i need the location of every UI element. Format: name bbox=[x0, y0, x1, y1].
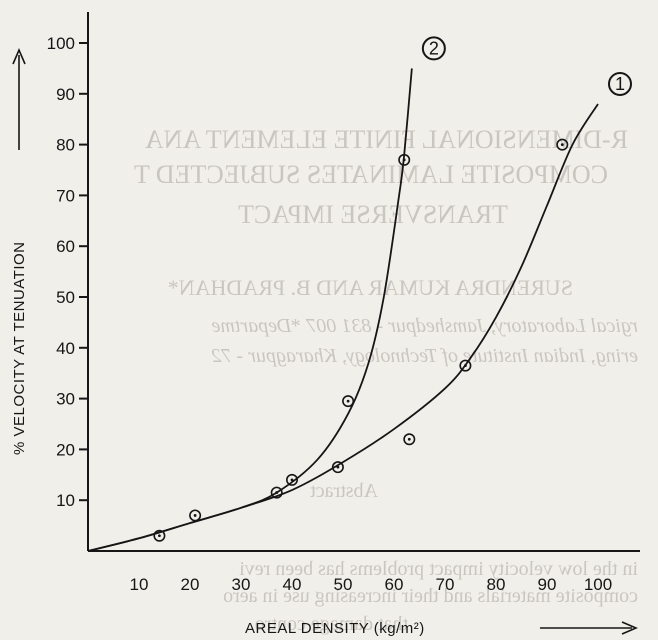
data-point bbox=[556, 138, 569, 151]
data-point bbox=[331, 461, 344, 474]
y-tick-label: 90 bbox=[56, 85, 75, 104]
bleed-line: Abstract bbox=[310, 480, 378, 502]
data-point-center bbox=[560, 143, 564, 147]
y-tick-label: 50 bbox=[56, 288, 75, 307]
bleed-line: that damage contro bbox=[255, 613, 408, 635]
y-tick-label: 40 bbox=[56, 339, 75, 358]
x-tick-label: 60 bbox=[385, 575, 404, 594]
data-point bbox=[342, 395, 355, 408]
data-point-center bbox=[407, 437, 411, 441]
axis-labels: % VELOCITY AT TENUATION AREAL DENSITY (kg… bbox=[11, 36, 639, 637]
y-tick-label: 20 bbox=[56, 440, 75, 459]
x-tick-label: 70 bbox=[436, 575, 455, 594]
bleed-line: in the low velocity impact problems has … bbox=[239, 558, 638, 580]
bleed-line: ering, Indian Institute of Technology, K… bbox=[212, 345, 638, 367]
bleed-line: composite materials and their increasing… bbox=[223, 585, 638, 607]
series-label-circle bbox=[421, 36, 446, 61]
data-points bbox=[153, 138, 569, 542]
data-point-center bbox=[464, 364, 467, 367]
data-point bbox=[270, 486, 283, 499]
x-tick-label: 40 bbox=[283, 575, 302, 594]
x-tick-label: 10 bbox=[130, 575, 149, 594]
y-tick-label: 80 bbox=[56, 136, 75, 155]
tick-labels: 10 20 30 40 50 60 70 80 90 100 10 20 30 40 50 60 70 80 90 1… bbox=[47, 34, 613, 594]
y-tick-label: 30 bbox=[56, 390, 75, 409]
data-point bbox=[459, 359, 472, 372]
x-tick-label: 20 bbox=[181, 575, 200, 594]
series-curve-2 bbox=[87, 68, 413, 552]
x-tick-label: 90 bbox=[538, 575, 557, 594]
x-tick-label: 80 bbox=[487, 575, 506, 594]
y-tick-label: 10 bbox=[56, 491, 75, 510]
y-tick-label: 60 bbox=[56, 237, 75, 256]
data-point-center bbox=[275, 491, 279, 494]
data-point bbox=[403, 433, 416, 446]
bleed-line: rgical Laboratory, Jamshedpur - 831 007 … bbox=[211, 315, 638, 337]
series-label: 1 bbox=[615, 74, 625, 94]
x-axis-label: AREAL DENSITY (kg/m²) bbox=[245, 620, 425, 637]
series-label-circle bbox=[608, 71, 632, 96]
data-point-center bbox=[336, 465, 340, 469]
y-tick-label: 70 bbox=[56, 186, 75, 205]
data-point bbox=[153, 529, 166, 542]
x-tick-label: 30 bbox=[232, 575, 251, 594]
y-axis-label-arrowhead bbox=[12, 47, 26, 65]
y-tick-label: 100 bbox=[47, 34, 75, 53]
data-point bbox=[189, 509, 202, 522]
bleed-line: COMPOSITE LAMINATES SUBJECTED T bbox=[134, 160, 608, 189]
data-point-center bbox=[193, 514, 197, 517]
data-point bbox=[285, 473, 298, 486]
data-point bbox=[398, 153, 411, 166]
data-point-center bbox=[346, 399, 350, 403]
curves bbox=[87, 68, 599, 552]
bleed-line: SURENDRA KUMAR AND B. PRADHAN* bbox=[168, 275, 573, 300]
series-curve-1 bbox=[87, 103, 599, 552]
axes bbox=[79, 12, 640, 552]
series-label: 2 bbox=[429, 38, 439, 58]
y-axis-label: % VELOCITY AT TENUATION bbox=[11, 242, 28, 456]
x-tick-label: 100 bbox=[584, 575, 612, 594]
data-point-center bbox=[158, 534, 161, 538]
data-point-center bbox=[290, 478, 294, 482]
bleed-line: TRANSVERSE IMPACT bbox=[238, 200, 508, 229]
x-axis-label-arrowhead bbox=[621, 621, 639, 635]
data-point-center bbox=[402, 158, 406, 162]
bleed-line: R-DIMENSIONAL FINITE ELEMENT ANA bbox=[145, 125, 628, 154]
x-tick-label: 50 bbox=[334, 575, 353, 594]
